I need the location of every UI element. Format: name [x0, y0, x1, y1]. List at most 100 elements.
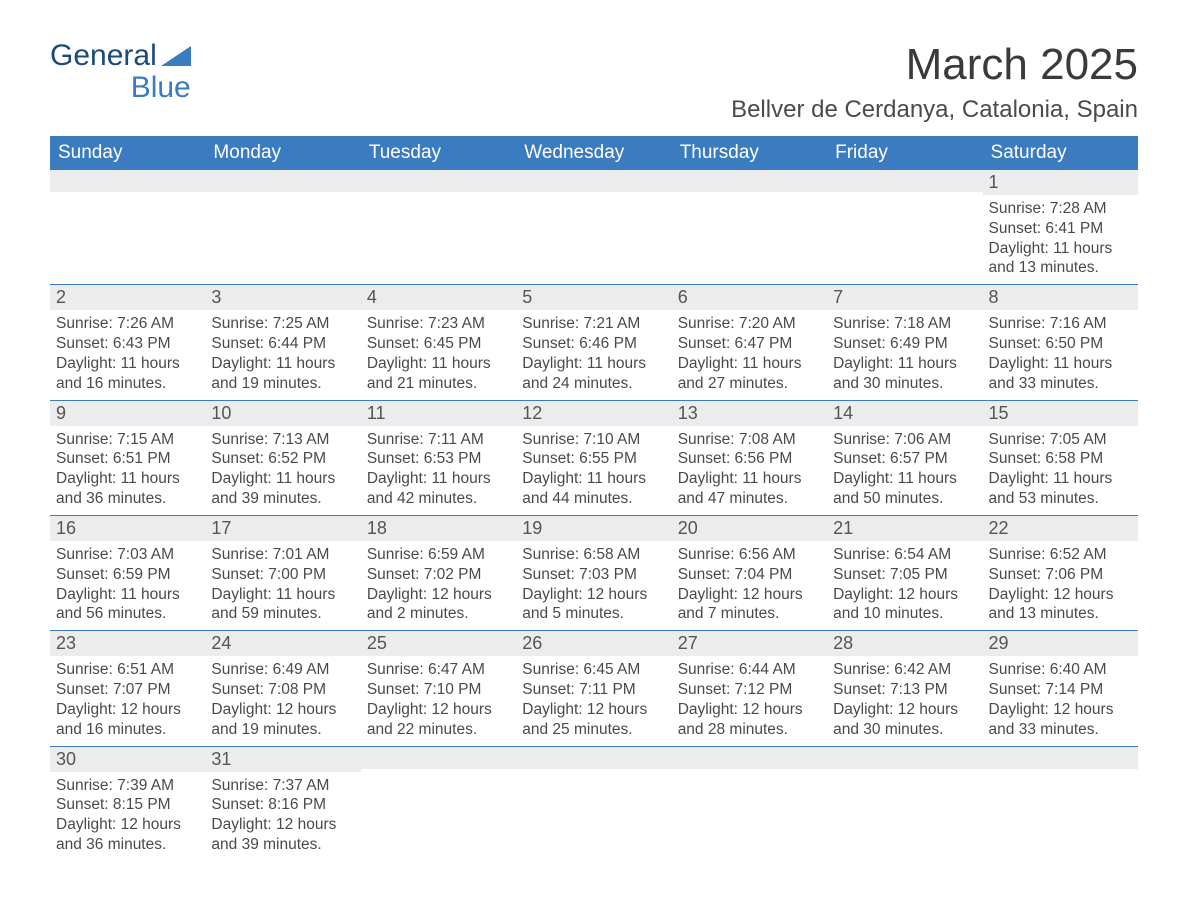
calendar-cell: 15Sunrise: 7:05 AMSunset: 6:58 PMDayligh…	[983, 400, 1138, 515]
sunset-line: Sunset: 8:16 PM	[211, 795, 354, 815]
logo-text-general: General	[50, 40, 157, 72]
daylight-line-2: and 5 minutes.	[522, 604, 665, 624]
calendar-cell: 29Sunrise: 6:40 AMSunset: 7:14 PMDayligh…	[983, 631, 1138, 746]
daylight-line-2: and 33 minutes.	[989, 720, 1132, 740]
day-number	[205, 170, 360, 192]
sunset-line: Sunset: 7:08 PM	[211, 680, 354, 700]
daylight-line-1: Daylight: 11 hours	[522, 469, 665, 489]
sunset-line: Sunset: 6:43 PM	[56, 334, 199, 354]
daylight-line-2: and 27 minutes.	[678, 374, 821, 394]
day-details: Sunrise: 6:49 AMSunset: 7:08 PMDaylight:…	[205, 656, 360, 745]
daylight-line-1: Daylight: 11 hours	[989, 354, 1132, 374]
day-details: Sunrise: 7:13 AMSunset: 6:52 PMDaylight:…	[205, 426, 360, 515]
calendar-table: Sunday Monday Tuesday Wednesday Thursday…	[50, 136, 1138, 861]
day-number: 24	[205, 631, 360, 656]
daylight-line-1: Daylight: 11 hours	[833, 469, 976, 489]
daylight-line-2: and 16 minutes.	[56, 374, 199, 394]
daylight-line-1: Daylight: 11 hours	[367, 469, 510, 489]
calendar-cell: 4Sunrise: 7:23 AMSunset: 6:45 PMDaylight…	[361, 285, 516, 400]
day-details	[672, 192, 827, 202]
sunset-line: Sunset: 6:58 PM	[989, 449, 1132, 469]
daylight-line-2: and 59 minutes.	[211, 604, 354, 624]
day-details: Sunrise: 7:06 AMSunset: 6:57 PMDaylight:…	[827, 426, 982, 515]
sunset-line: Sunset: 7:05 PM	[833, 565, 976, 585]
sunrise-line: Sunrise: 7:23 AM	[367, 314, 510, 334]
calendar-cell: 5Sunrise: 7:21 AMSunset: 6:46 PMDaylight…	[516, 285, 671, 400]
sunset-line: Sunset: 7:00 PM	[211, 565, 354, 585]
day-header: Friday	[827, 136, 982, 170]
day-details: Sunrise: 6:51 AMSunset: 7:07 PMDaylight:…	[50, 656, 205, 745]
day-details: Sunrise: 7:08 AMSunset: 6:56 PMDaylight:…	[672, 426, 827, 515]
day-number: 19	[516, 516, 671, 541]
logo-text-blue: Blue	[108, 72, 191, 104]
day-details: Sunrise: 6:42 AMSunset: 7:13 PMDaylight:…	[827, 656, 982, 745]
sunrise-line: Sunrise: 7:06 AM	[833, 430, 976, 450]
daylight-line-1: Daylight: 12 hours	[989, 585, 1132, 605]
calendar-cell: 7Sunrise: 7:18 AMSunset: 6:49 PMDaylight…	[827, 285, 982, 400]
day-number	[361, 170, 516, 192]
day-details: Sunrise: 6:52 AMSunset: 7:06 PMDaylight:…	[983, 541, 1138, 630]
day-number: 27	[672, 631, 827, 656]
day-number: 17	[205, 516, 360, 541]
sunrise-line: Sunrise: 7:03 AM	[56, 545, 199, 565]
day-number	[516, 170, 671, 192]
calendar-cell: 24Sunrise: 6:49 AMSunset: 7:08 PMDayligh…	[205, 631, 360, 746]
day-details	[827, 192, 982, 202]
calendar-cell: 17Sunrise: 7:01 AMSunset: 7:00 PMDayligh…	[205, 515, 360, 630]
day-details: Sunrise: 6:47 AMSunset: 7:10 PMDaylight:…	[361, 656, 516, 745]
sunset-line: Sunset: 6:53 PM	[367, 449, 510, 469]
day-number: 8	[983, 285, 1138, 310]
sunrise-line: Sunrise: 7:05 AM	[989, 430, 1132, 450]
sunrise-line: Sunrise: 7:13 AM	[211, 430, 354, 450]
calendar-cell: 6Sunrise: 7:20 AMSunset: 6:47 PMDaylight…	[672, 285, 827, 400]
daylight-line-1: Daylight: 11 hours	[678, 354, 821, 374]
day-number: 1	[983, 170, 1138, 195]
day-number	[983, 747, 1138, 769]
calendar-cell	[983, 746, 1138, 861]
daylight-line-1: Daylight: 12 hours	[211, 815, 354, 835]
sunset-line: Sunset: 6:49 PM	[833, 334, 976, 354]
location-text: Bellver de Cerdanya, Catalonia, Spain	[731, 96, 1138, 124]
daylight-line-1: Daylight: 12 hours	[56, 700, 199, 720]
day-number: 30	[50, 747, 205, 772]
day-number	[50, 170, 205, 192]
day-number: 20	[672, 516, 827, 541]
calendar-cell: 22Sunrise: 6:52 AMSunset: 7:06 PMDayligh…	[983, 515, 1138, 630]
sunset-line: Sunset: 7:11 PM	[522, 680, 665, 700]
daylight-line-2: and 24 minutes.	[522, 374, 665, 394]
day-details: Sunrise: 7:23 AMSunset: 6:45 PMDaylight:…	[361, 310, 516, 399]
day-number: 22	[983, 516, 1138, 541]
calendar-cell: 12Sunrise: 7:10 AMSunset: 6:55 PMDayligh…	[516, 400, 671, 515]
calendar-cell	[361, 170, 516, 285]
daylight-line-1: Daylight: 11 hours	[989, 239, 1132, 259]
calendar-cell: 23Sunrise: 6:51 AMSunset: 7:07 PMDayligh…	[50, 631, 205, 746]
day-number	[361, 747, 516, 769]
day-number: 5	[516, 285, 671, 310]
day-number: 10	[205, 401, 360, 426]
sunrise-line: Sunrise: 7:20 AM	[678, 314, 821, 334]
title-block: March 2025 Bellver de Cerdanya, Cataloni…	[731, 40, 1138, 124]
daylight-line-1: Daylight: 11 hours	[678, 469, 821, 489]
sunrise-line: Sunrise: 6:51 AM	[56, 660, 199, 680]
day-details: Sunrise: 7:15 AMSunset: 6:51 PMDaylight:…	[50, 426, 205, 515]
calendar-row: 1Sunrise: 7:28 AMSunset: 6:41 PMDaylight…	[50, 170, 1138, 285]
sunrise-line: Sunrise: 7:26 AM	[56, 314, 199, 334]
day-details: Sunrise: 6:59 AMSunset: 7:02 PMDaylight:…	[361, 541, 516, 630]
sunrise-line: Sunrise: 6:42 AM	[833, 660, 976, 680]
daylight-line-2: and 16 minutes.	[56, 720, 199, 740]
day-number: 28	[827, 631, 982, 656]
daylight-line-1: Daylight: 12 hours	[367, 700, 510, 720]
calendar-cell: 11Sunrise: 7:11 AMSunset: 6:53 PMDayligh…	[361, 400, 516, 515]
daylight-line-1: Daylight: 11 hours	[211, 354, 354, 374]
sunrise-line: Sunrise: 7:25 AM	[211, 314, 354, 334]
calendar-row: 23Sunrise: 6:51 AMSunset: 7:07 PMDayligh…	[50, 631, 1138, 746]
sunset-line: Sunset: 6:46 PM	[522, 334, 665, 354]
sunrise-line: Sunrise: 6:52 AM	[989, 545, 1132, 565]
sunrise-line: Sunrise: 7:28 AM	[989, 199, 1132, 219]
day-number: 26	[516, 631, 671, 656]
day-details	[205, 192, 360, 202]
day-number: 21	[827, 516, 982, 541]
calendar-cell	[205, 170, 360, 285]
daylight-line-1: Daylight: 11 hours	[989, 469, 1132, 489]
calendar-cell: 14Sunrise: 7:06 AMSunset: 6:57 PMDayligh…	[827, 400, 982, 515]
